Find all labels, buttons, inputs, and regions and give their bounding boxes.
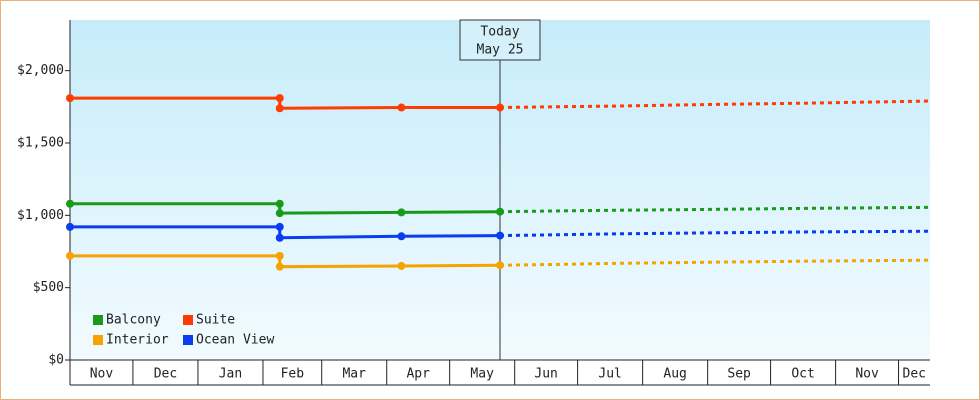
- price-point: [275, 209, 284, 218]
- today-label: Today: [480, 25, 519, 40]
- price-point: [496, 261, 504, 270]
- legend-swatch: [93, 335, 103, 345]
- price-point: [66, 222, 74, 231]
- y-tick-label: $1,500: [17, 135, 64, 150]
- price-point: [397, 208, 406, 217]
- legend-label: Ocean View: [196, 333, 274, 348]
- today-date: May 25: [477, 43, 524, 58]
- y-tick-label: $2,000: [17, 63, 64, 78]
- x-tick-label: Aug: [663, 367, 686, 382]
- forecast-line: [499, 99, 931, 110]
- legend-swatch: [183, 335, 193, 345]
- legend-label: Suite: [196, 313, 235, 328]
- price-point: [275, 251, 284, 260]
- today-box: [459, 19, 541, 61]
- price-point: [397, 261, 406, 270]
- x-tick-label: Nov: [855, 367, 879, 382]
- price-point: [496, 231, 504, 240]
- price-point: [275, 104, 284, 113]
- price-point: [496, 207, 504, 216]
- price-point: [275, 199, 284, 208]
- x-tick-label: Jun: [534, 367, 557, 382]
- forecast-line: [499, 258, 931, 267]
- forecast-line: [499, 229, 931, 238]
- x-tick-label: Sep: [727, 367, 751, 382]
- legend-swatch: [93, 315, 103, 325]
- x-tick-label: Mar: [342, 367, 366, 382]
- y-tick-label: $500: [33, 280, 64, 295]
- x-tick-label: Oct: [791, 367, 814, 382]
- x-tick-label: Dec: [154, 367, 177, 382]
- price-point: [275, 222, 284, 231]
- y-tick-label: $1,000: [17, 208, 64, 223]
- price-point: [275, 94, 284, 103]
- forecast-line: [499, 205, 931, 214]
- price-point: [397, 232, 406, 241]
- x-tick-label: May: [470, 367, 494, 382]
- price-point: [397, 103, 406, 112]
- price-point: [66, 199, 74, 208]
- price-point: [275, 262, 284, 271]
- legend-label: Interior: [106, 333, 169, 348]
- price-point: [66, 94, 74, 103]
- price-point: [275, 233, 284, 242]
- x-tick-label: Jan: [219, 367, 242, 382]
- x-tick-label: Dec: [903, 367, 926, 382]
- price-point: [66, 251, 74, 260]
- x-tick-label: Jul: [598, 367, 621, 382]
- x-tick-label: Feb: [281, 367, 305, 382]
- price-point: [496, 103, 504, 112]
- legend-label: Balcony: [106, 313, 161, 328]
- x-tick-label: Nov: [90, 367, 114, 382]
- x-tick-label: Apr: [406, 367, 430, 382]
- y-tick-label: $0: [48, 353, 64, 368]
- legend-swatch: [183, 315, 193, 325]
